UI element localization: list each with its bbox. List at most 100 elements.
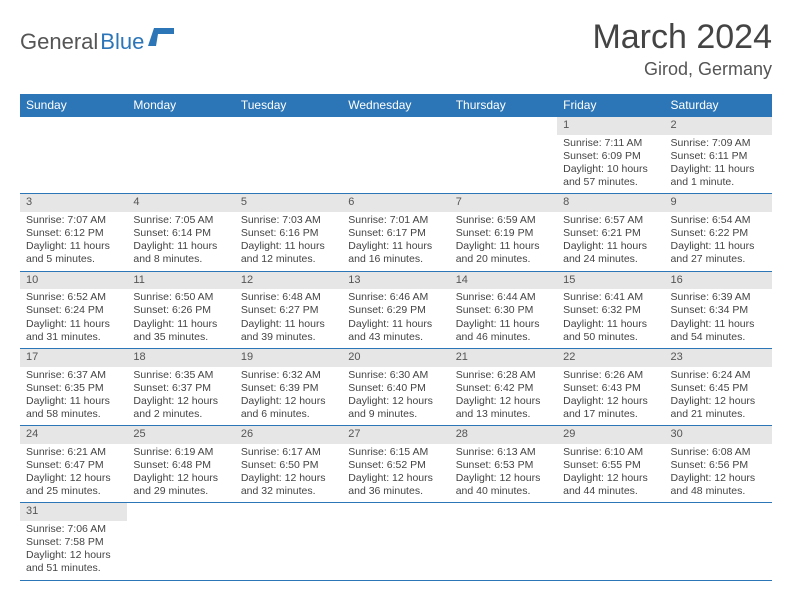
- daylight-text: Daylight: 12 hours and 51 minutes.: [26, 549, 121, 575]
- day-number: 8: [557, 194, 664, 212]
- day-body: [450, 507, 557, 513]
- day-body: Sunrise: 6:17 AMSunset: 6:50 PMDaylight:…: [235, 444, 342, 503]
- daylight-text: Daylight: 12 hours and 32 minutes.: [241, 472, 336, 498]
- day-body: Sunrise: 6:50 AMSunset: 6:26 PMDaylight:…: [127, 289, 234, 348]
- weekday-header-row: Sunday Monday Tuesday Wednesday Thursday…: [20, 94, 772, 117]
- day-body: Sunrise: 7:03 AMSunset: 6:16 PMDaylight:…: [235, 212, 342, 271]
- sunrise-text: Sunrise: 6:32 AM: [241, 369, 336, 382]
- day-number: 22: [557, 349, 664, 367]
- day-number: 15: [557, 272, 664, 290]
- daylight-text: Daylight: 11 hours and 58 minutes.: [26, 395, 121, 421]
- daylight-text: Daylight: 11 hours and 24 minutes.: [563, 240, 658, 266]
- sunset-text: Sunset: 6:21 PM: [563, 227, 658, 240]
- day-body: [20, 121, 127, 127]
- day-body: [235, 121, 342, 127]
- sunset-text: Sunset: 6:17 PM: [348, 227, 443, 240]
- daylight-text: Daylight: 11 hours and 27 minutes.: [671, 240, 766, 266]
- day-body: Sunrise: 6:39 AMSunset: 6:34 PMDaylight:…: [665, 289, 772, 348]
- calendar-day-cell: 7Sunrise: 6:59 AMSunset: 6:19 PMDaylight…: [450, 194, 557, 271]
- daylight-text: Daylight: 11 hours and 43 minutes.: [348, 318, 443, 344]
- daylight-text: Daylight: 11 hours and 50 minutes.: [563, 318, 658, 344]
- calendar-day-cell: 14Sunrise: 6:44 AMSunset: 6:30 PMDayligh…: [450, 271, 557, 348]
- sunset-text: Sunset: 6:35 PM: [26, 382, 121, 395]
- sunset-text: Sunset: 6:40 PM: [348, 382, 443, 395]
- calendar-week-row: 17Sunrise: 6:37 AMSunset: 6:35 PMDayligh…: [20, 348, 772, 425]
- sunrise-text: Sunrise: 6:30 AM: [348, 369, 443, 382]
- sunset-text: Sunset: 6:19 PM: [456, 227, 551, 240]
- day-number: 16: [665, 272, 772, 290]
- daylight-text: Daylight: 12 hours and 13 minutes.: [456, 395, 551, 421]
- calendar-day-cell: 21Sunrise: 6:28 AMSunset: 6:42 PMDayligh…: [450, 348, 557, 425]
- weekday-header: Tuesday: [235, 94, 342, 117]
- day-number: 5: [235, 194, 342, 212]
- calendar-day-cell: [557, 503, 664, 580]
- sunrise-text: Sunrise: 6:59 AM: [456, 214, 551, 227]
- calendar-day-cell: 4Sunrise: 7:05 AMSunset: 6:14 PMDaylight…: [127, 194, 234, 271]
- day-body: [342, 121, 449, 127]
- calendar-day-cell: 15Sunrise: 6:41 AMSunset: 6:32 PMDayligh…: [557, 271, 664, 348]
- calendar-week-row: 24Sunrise: 6:21 AMSunset: 6:47 PMDayligh…: [20, 426, 772, 503]
- day-body: Sunrise: 7:09 AMSunset: 6:11 PMDaylight:…: [665, 135, 772, 194]
- day-body: [127, 507, 234, 513]
- calendar-day-cell: 13Sunrise: 6:46 AMSunset: 6:29 PMDayligh…: [342, 271, 449, 348]
- sunrise-text: Sunrise: 7:05 AM: [133, 214, 228, 227]
- calendar-day-cell: 27Sunrise: 6:15 AMSunset: 6:52 PMDayligh…: [342, 426, 449, 503]
- day-body: Sunrise: 6:30 AMSunset: 6:40 PMDaylight:…: [342, 367, 449, 426]
- day-number: 19: [235, 349, 342, 367]
- sunrise-text: Sunrise: 7:07 AM: [26, 214, 121, 227]
- day-body: Sunrise: 7:05 AMSunset: 6:14 PMDaylight:…: [127, 212, 234, 271]
- logo: General Blue: [20, 18, 174, 56]
- calendar-day-cell: 29Sunrise: 6:10 AMSunset: 6:55 PMDayligh…: [557, 426, 664, 503]
- daylight-text: Daylight: 11 hours and 35 minutes.: [133, 318, 228, 344]
- day-body: Sunrise: 6:19 AMSunset: 6:48 PMDaylight:…: [127, 444, 234, 503]
- sunrise-text: Sunrise: 6:10 AM: [563, 446, 658, 459]
- sunset-text: Sunset: 6:39 PM: [241, 382, 336, 395]
- sunset-text: Sunset: 6:34 PM: [671, 304, 766, 317]
- calendar-day-cell: 10Sunrise: 6:52 AMSunset: 6:24 PMDayligh…: [20, 271, 127, 348]
- day-number: 14: [450, 272, 557, 290]
- day-number: 24: [20, 426, 127, 444]
- calendar-day-cell: 22Sunrise: 6:26 AMSunset: 6:43 PMDayligh…: [557, 348, 664, 425]
- calendar-day-cell: [20, 117, 127, 194]
- day-number: 1: [557, 117, 664, 135]
- weekday-header: Wednesday: [342, 94, 449, 117]
- weekday-header: Thursday: [450, 94, 557, 117]
- sunset-text: Sunset: 6:09 PM: [563, 150, 658, 163]
- day-number: 17: [20, 349, 127, 367]
- daylight-text: Daylight: 12 hours and 17 minutes.: [563, 395, 658, 421]
- day-body: [665, 507, 772, 513]
- day-number: 4: [127, 194, 234, 212]
- day-body: [450, 121, 557, 127]
- header: General Blue March 2024 Girod, Germany: [20, 18, 772, 80]
- calendar-day-cell: 11Sunrise: 6:50 AMSunset: 6:26 PMDayligh…: [127, 271, 234, 348]
- daylight-text: Daylight: 11 hours and 12 minutes.: [241, 240, 336, 266]
- daylight-text: Daylight: 12 hours and 2 minutes.: [133, 395, 228, 421]
- calendar-day-cell: 20Sunrise: 6:30 AMSunset: 6:40 PMDayligh…: [342, 348, 449, 425]
- sunrise-text: Sunrise: 6:26 AM: [563, 369, 658, 382]
- day-body: Sunrise: 6:48 AMSunset: 6:27 PMDaylight:…: [235, 289, 342, 348]
- calendar-day-cell: 31Sunrise: 7:06 AMSunset: 7:58 PMDayligh…: [20, 503, 127, 580]
- daylight-text: Daylight: 12 hours and 25 minutes.: [26, 472, 121, 498]
- calendar-week-row: 31Sunrise: 7:06 AMSunset: 7:58 PMDayligh…: [20, 503, 772, 580]
- daylight-text: Daylight: 12 hours and 48 minutes.: [671, 472, 766, 498]
- day-body: Sunrise: 7:01 AMSunset: 6:17 PMDaylight:…: [342, 212, 449, 271]
- calendar-table: Sunday Monday Tuesday Wednesday Thursday…: [20, 94, 772, 581]
- day-number: 28: [450, 426, 557, 444]
- sunset-text: Sunset: 6:26 PM: [133, 304, 228, 317]
- sunset-text: Sunset: 6:32 PM: [563, 304, 658, 317]
- day-body: Sunrise: 6:08 AMSunset: 6:56 PMDaylight:…: [665, 444, 772, 503]
- day-number: 3: [20, 194, 127, 212]
- calendar-day-cell: 28Sunrise: 6:13 AMSunset: 6:53 PMDayligh…: [450, 426, 557, 503]
- sunrise-text: Sunrise: 6:35 AM: [133, 369, 228, 382]
- sunset-text: Sunset: 6:30 PM: [456, 304, 551, 317]
- calendar-week-row: 1Sunrise: 7:11 AMSunset: 6:09 PMDaylight…: [20, 117, 772, 194]
- calendar-day-cell: 6Sunrise: 7:01 AMSunset: 6:17 PMDaylight…: [342, 194, 449, 271]
- sunset-text: Sunset: 6:52 PM: [348, 459, 443, 472]
- daylight-text: Daylight: 11 hours and 8 minutes.: [133, 240, 228, 266]
- day-number: 30: [665, 426, 772, 444]
- calendar-day-cell: [127, 117, 234, 194]
- calendar-day-cell: 1Sunrise: 7:11 AMSunset: 6:09 PMDaylight…: [557, 117, 664, 194]
- sunset-text: Sunset: 6:24 PM: [26, 304, 121, 317]
- sunrise-text: Sunrise: 6:24 AM: [671, 369, 766, 382]
- daylight-text: Daylight: 11 hours and 5 minutes.: [26, 240, 121, 266]
